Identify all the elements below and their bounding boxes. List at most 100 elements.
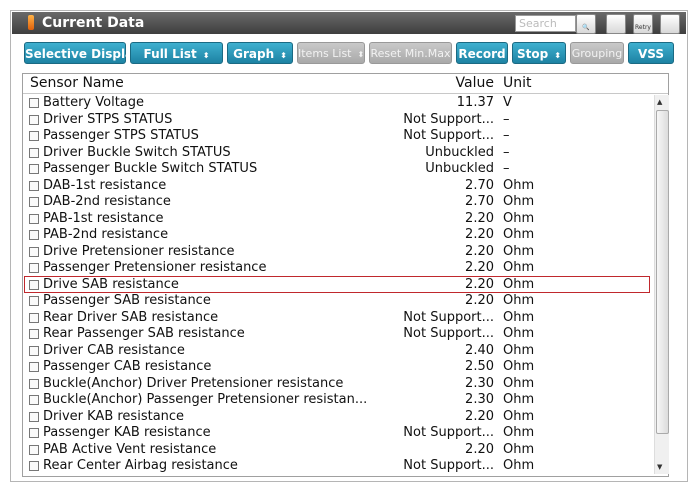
window-title: Current Data (42, 15, 145, 31)
sensor-name: Passenger SAB resistance (43, 293, 211, 308)
row-checkbox[interactable] (29, 213, 39, 224)
row-checkbox[interactable] (29, 461, 39, 471)
sensor-unit: Ohm (503, 309, 535, 325)
sensor-name: PAB-2nd resistance (43, 227, 169, 242)
row-checkbox[interactable] (29, 114, 39, 125)
sensor-unit: Ohm (503, 392, 535, 407)
row-checkbox[interactable] (29, 131, 39, 141)
sensor-name: Passenger CAB resistance (43, 359, 212, 374)
toolbar-button[interactable]: Full List ⬍ (130, 42, 223, 64)
sensor-value: 2.20 (465, 293, 494, 308)
row-checkbox[interactable] (29, 147, 39, 158)
sensor-value: 2.40 (465, 342, 494, 358)
sensor-unit: Ohm (503, 194, 535, 209)
sensor-unit: Ohm (503, 227, 535, 242)
row-checkbox[interactable] (29, 329, 39, 339)
column-header: Sensor Name (30, 75, 124, 91)
scroll-down[interactable]: ▼ (657, 463, 663, 471)
toolbar-button[interactable]: Record (456, 42, 508, 64)
button-label: Record (458, 47, 506, 61)
sensor-name: Rear Center Airbag resistance (43, 458, 238, 473)
menu-icon[interactable] (660, 14, 680, 34)
sensor-value: 2.50 (465, 359, 494, 374)
title-icon (28, 15, 34, 30)
sensor-value: Not Support... (403, 128, 494, 143)
search-box[interactable]: Search (515, 15, 576, 32)
button-label: Selective Display (25, 47, 141, 61)
sensor-value: 2.30 (465, 375, 494, 391)
list-icon[interactable] (606, 14, 626, 34)
row-checkbox[interactable] (29, 197, 39, 207)
sensor-value: 2.20 (465, 408, 494, 424)
button-label: VSS (637, 47, 665, 61)
row-checkbox[interactable] (29, 428, 39, 438)
column-header: Value (455, 75, 494, 91)
row-checkbox[interactable] (29, 180, 39, 191)
sensor-value: Not Support... (403, 326, 494, 341)
sensor-value: 2.70 (465, 177, 494, 193)
sensor-name: PAB Active Vent resistance (43, 441, 217, 457)
sensor-unit: Ohm (503, 441, 535, 457)
toolbar-button: Items List ⬍ (297, 42, 365, 64)
button-label: Reset Min.Max (370, 47, 451, 60)
dropdown-arrow: ⬍ (280, 51, 287, 60)
sensor-name: Driver KAB resistance (43, 408, 185, 424)
row-checkbox[interactable] (29, 362, 39, 372)
selected-row-outline (24, 276, 650, 293)
toolbar-button: Reset Min.Max (369, 42, 452, 64)
sensor-value: 2.30 (465, 392, 494, 407)
sensor-value: 2.20 (465, 276, 494, 292)
sensor-name: Drive Pretensioner resistance (43, 243, 235, 259)
sensor-name: Passenger STPS STATUS (43, 128, 199, 143)
toolbar-button: Grouping (570, 42, 624, 64)
row-checkbox[interactable] (29, 263, 39, 273)
sensor-unit: Ohm (503, 177, 535, 193)
row-checkbox[interactable] (29, 279, 39, 290)
sensor-name: Rear Driver SAB resistance (43, 309, 219, 325)
search-icon[interactable]: 🔍 (576, 14, 596, 34)
sensor-name: PAB-1st resistance (43, 210, 164, 226)
sensor-name: Driver STPS STATUS (43, 111, 173, 127)
row-checkbox[interactable] (29, 345, 39, 356)
row-checkbox[interactable] (29, 312, 39, 323)
sensor-unit: Ohm (503, 260, 535, 275)
toolbar-button[interactable]: Stop ⬍ (512, 42, 566, 64)
sensor-unit: Ohm (503, 276, 535, 292)
sensor-value: Not Support... (403, 309, 494, 325)
row-checkbox[interactable] (29, 230, 39, 240)
row-checkbox[interactable] (29, 395, 39, 405)
row-checkbox[interactable] (29, 164, 39, 174)
toolbar-button[interactable]: Selective Display⬍ (24, 42, 153, 64)
scroll-thumb[interactable] (656, 110, 669, 434)
row-checkbox[interactable] (29, 246, 39, 257)
row-checkbox[interactable] (29, 378, 39, 389)
button-label: Items List (298, 47, 352, 60)
sensor-name: Passenger KAB resistance (43, 425, 211, 440)
sensor-name: Driver Buckle Switch STATUS (43, 144, 231, 160)
sensor-unit: Ohm (503, 425, 535, 440)
toolbar-button[interactable]: VSS (628, 42, 674, 64)
sensor-value: 2.20 (465, 210, 494, 226)
sensor-unit: Ohm (503, 293, 535, 308)
dropdown-arrow: ⬍ (554, 51, 561, 60)
sensor-value: 2.70 (465, 194, 494, 209)
row-checkbox[interactable] (29, 98, 39, 108)
sensor-value: 2.20 (465, 260, 494, 275)
row-checkbox[interactable] (29, 296, 39, 306)
scroll-up[interactable]: ▲ (657, 98, 663, 106)
sensor-unit: Ohm (503, 210, 535, 226)
sensor-unit: Ohm (503, 326, 535, 341)
sensor-name: Driver CAB resistance (43, 342, 185, 358)
row-checkbox[interactable] (29, 444, 39, 455)
button-label: Graph (233, 47, 275, 61)
column-header: Unit (503, 75, 532, 91)
retry-icon[interactable]: Retry (633, 14, 653, 34)
sensor-value: Not Support... (403, 425, 494, 440)
sensor-unit: V (503, 95, 512, 110)
dropdown-arrow: ⬍ (357, 50, 365, 59)
toolbar-button[interactable]: Graph ⬍ (227, 42, 293, 64)
header-divider (23, 93, 668, 94)
row-checkbox[interactable] (29, 411, 39, 422)
sensor-unit: Ohm (503, 458, 535, 473)
